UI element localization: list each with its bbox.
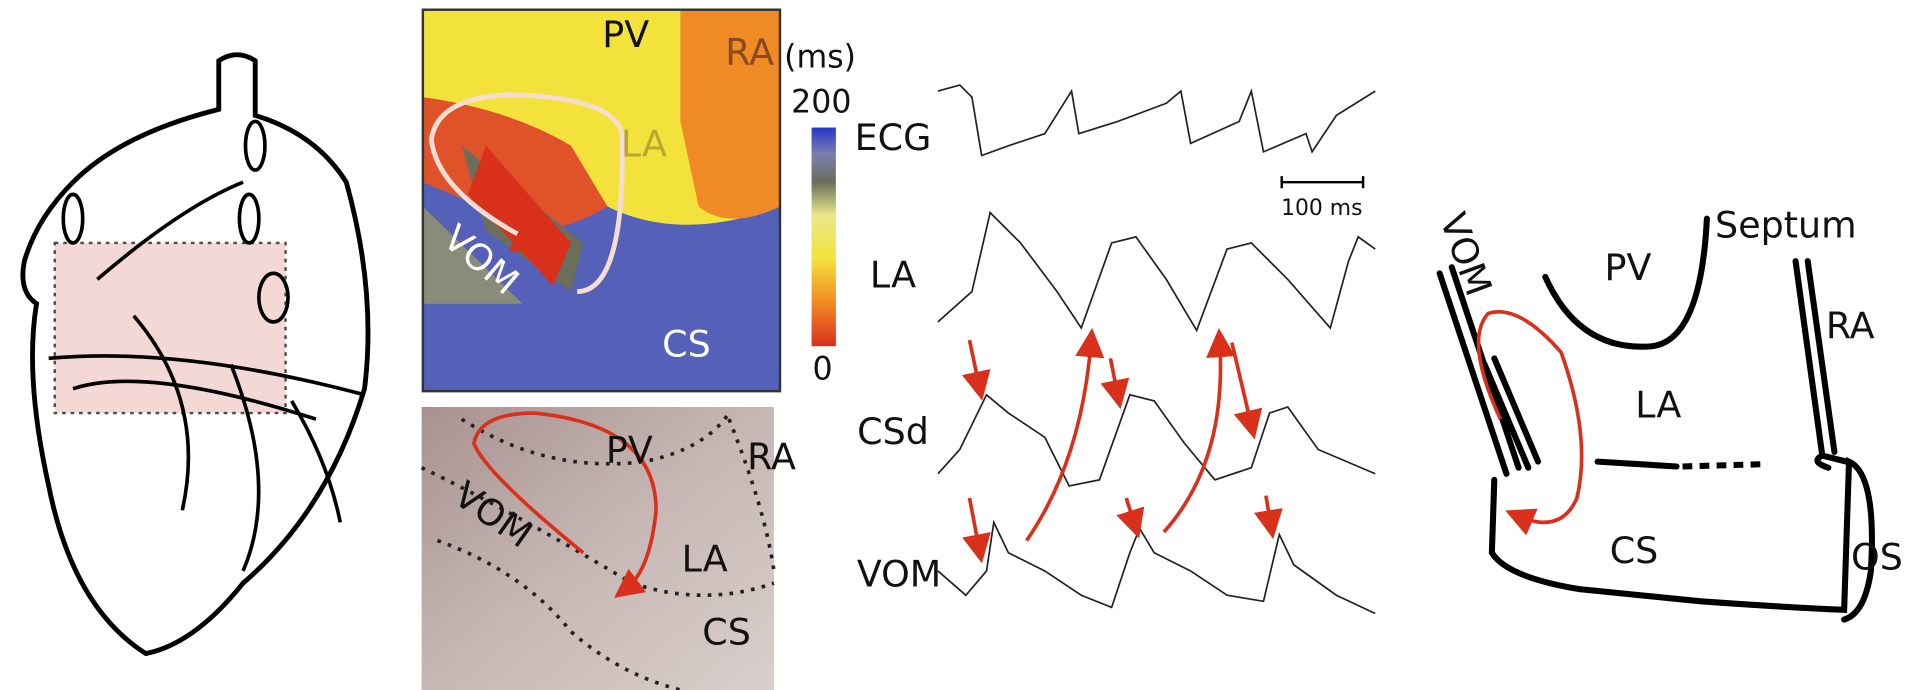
photo-label: LA [682, 538, 728, 581]
photo-label: PV [606, 428, 653, 471]
schematic-label: Septum [1715, 204, 1857, 247]
map-label: LA [621, 122, 667, 165]
colorbar-max: 200 [791, 84, 851, 120]
colorbar-unit: (ms) [784, 39, 856, 75]
electrogram-traces [938, 85, 1375, 613]
schematic-label: OS [1851, 535, 1903, 578]
heart-drawing [23, 55, 368, 654]
scale-bar-label: 100 ms [1281, 196, 1362, 221]
trace-label: LA [870, 253, 916, 296]
trace-label: ECG [855, 116, 932, 159]
figure: PV RA LA VOM CS (ms) 200 0 PV RA VOM LA … [0, 0, 1905, 690]
colorbar [812, 128, 836, 347]
schematic-label: CS [1610, 529, 1659, 572]
trace-label: CSd [857, 410, 929, 453]
schematic-label: PV [1604, 246, 1651, 289]
map-label: CS [662, 323, 711, 366]
trace-label: VOM [857, 552, 941, 595]
schematic-label: RA [1826, 304, 1875, 347]
schematic-label: LA [1635, 383, 1681, 426]
map-label: RA [725, 31, 774, 74]
colorbar-min: 0 [812, 352, 832, 388]
map-label: PV [602, 13, 649, 56]
photo-label: CS [702, 611, 751, 654]
photo-label: RA [747, 436, 796, 479]
